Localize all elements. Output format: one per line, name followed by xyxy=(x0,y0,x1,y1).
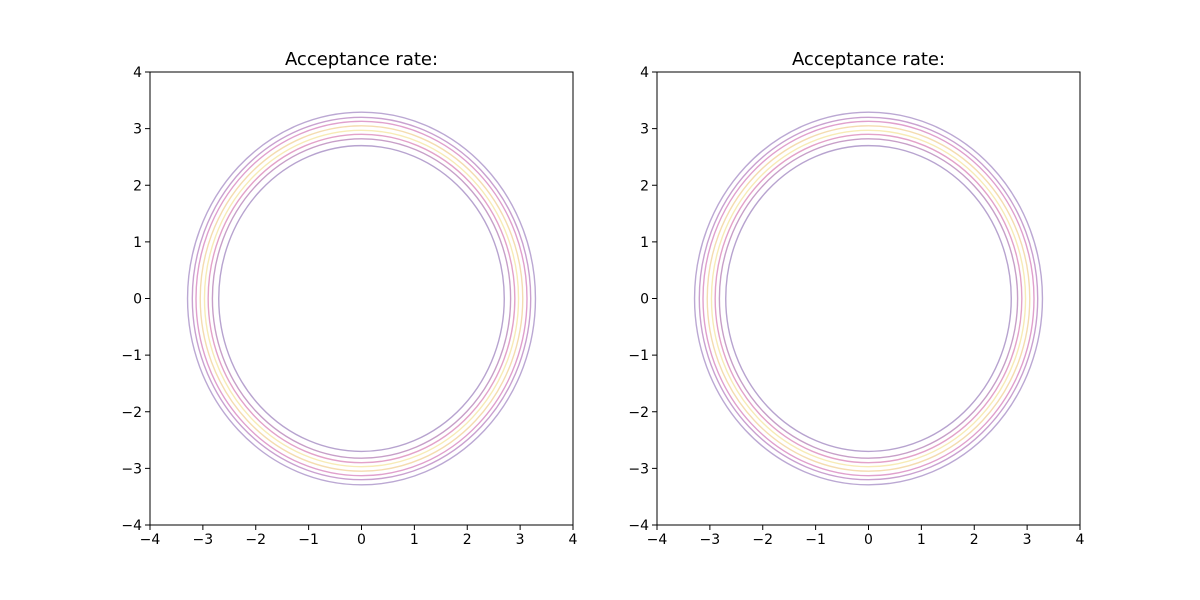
x-tick-label: 0 xyxy=(357,532,366,548)
y-tick-label: −2 xyxy=(628,405,649,421)
y-tick-label: −3 xyxy=(628,461,649,477)
y-tick-label: −1 xyxy=(628,348,649,364)
x-tick-label: 3 xyxy=(516,532,525,548)
contour-level-5 xyxy=(199,125,524,472)
x-tick-label: −3 xyxy=(700,532,721,548)
y-tick-label: 2 xyxy=(640,178,649,194)
contour-level-7 xyxy=(698,116,1039,481)
x-tick-label: 0 xyxy=(864,532,873,548)
x-tick-label: 4 xyxy=(569,532,578,548)
contour-level-6 xyxy=(702,120,1035,477)
contour-level-8 xyxy=(693,111,1044,486)
chart-title: Acceptance rate: xyxy=(285,49,438,70)
contour-level-4 xyxy=(710,129,1027,468)
contour-level-5 xyxy=(706,125,1031,472)
contour-level-7 xyxy=(191,116,532,481)
y-tick-label: 1 xyxy=(133,235,142,251)
x-tick-label: 1 xyxy=(917,532,926,548)
x-tick-label: −1 xyxy=(805,532,826,548)
x-tick-label: 1 xyxy=(410,532,419,548)
contour-level-1 xyxy=(725,144,1012,453)
contour-level-3 xyxy=(714,133,1023,464)
y-tick-label: 0 xyxy=(133,292,142,308)
x-tick-label: 3 xyxy=(1023,532,1032,548)
y-tick-label: −1 xyxy=(121,348,142,364)
chart-panel-1: −4 −3 −2 −1 0 1 2 3 4 −4 −3 −2 −1 0 1 2 3 4 Acceptance rat… xyxy=(121,49,577,548)
y-tick-label: −4 xyxy=(121,518,142,534)
plot-area xyxy=(150,72,573,525)
x-tick-label: −2 xyxy=(245,532,266,548)
y-tick-label: 4 xyxy=(133,65,142,81)
contour-level-2 xyxy=(718,138,1019,459)
x-tick-label: −4 xyxy=(140,532,161,548)
contour-level-8 xyxy=(186,111,537,486)
y-tick-label: 3 xyxy=(133,122,142,138)
x-tick-label: 4 xyxy=(1076,532,1085,548)
x-tick-label: −2 xyxy=(752,532,773,548)
chart-panel-2: −4 −3 −2 −1 0 1 2 3 4 −4 −3 −2 −1 0 1 2 3 4 Acceptance rat… xyxy=(628,49,1084,548)
plot-area xyxy=(657,72,1080,525)
y-tick-label: 0 xyxy=(640,292,649,308)
x-tick-label: −3 xyxy=(193,532,214,548)
x-tick-label: 2 xyxy=(970,532,979,548)
contour-level-1 xyxy=(218,144,505,453)
x-tick-label: 2 xyxy=(463,532,472,548)
y-tick-label: 3 xyxy=(640,122,649,138)
y-tick-label: 2 xyxy=(133,178,142,194)
contour-level-3 xyxy=(207,133,516,464)
y-tick-label: 1 xyxy=(640,235,649,251)
chart-title: Acceptance rate: xyxy=(792,49,945,70)
x-tick-label: −4 xyxy=(647,532,668,548)
x-tick-label: −1 xyxy=(298,532,319,548)
y-tick-label: −4 xyxy=(628,518,649,534)
y-tick-label: −3 xyxy=(121,461,142,477)
y-tick-label: 4 xyxy=(640,65,649,81)
contour-level-6 xyxy=(195,120,528,477)
contour-level-2 xyxy=(211,138,512,459)
contour-level-4 xyxy=(203,129,520,468)
y-tick-label: −2 xyxy=(121,405,142,421)
